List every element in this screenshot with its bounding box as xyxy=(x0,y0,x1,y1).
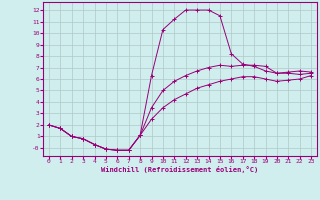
X-axis label: Windchill (Refroidissement éolien,°C): Windchill (Refroidissement éolien,°C) xyxy=(101,166,259,173)
